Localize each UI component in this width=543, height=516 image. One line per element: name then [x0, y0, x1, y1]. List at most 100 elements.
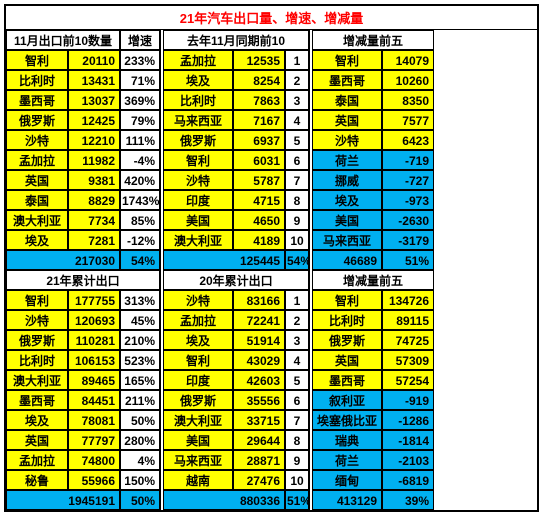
cell: 英国 [6, 170, 68, 190]
cell: -4% [120, 150, 160, 170]
cell: 71% [120, 70, 160, 90]
cell: 111% [120, 130, 160, 150]
cell: 叙利亚 [312, 390, 382, 410]
cell: -2630 [382, 210, 434, 230]
cell: 智利 [6, 50, 68, 70]
cell: 78081 [68, 410, 120, 430]
cell: 沙特 [312, 130, 382, 150]
cell: 美国 [312, 210, 382, 230]
cell: 72241 [233, 310, 285, 330]
cell: 83166 [233, 290, 285, 310]
cell: 51% [285, 490, 309, 510]
cell: 33715 [233, 410, 285, 430]
cell: 57254 [382, 370, 434, 390]
cell: 39% [382, 490, 434, 510]
cell: 42603 [233, 370, 285, 390]
cell: 85% [120, 210, 160, 230]
cell: 马来西亚 [163, 450, 233, 470]
cell: 57309 [382, 350, 434, 370]
cell: 埃及 [163, 70, 233, 90]
cell: 埃及 [6, 410, 68, 430]
cell: 增减量前五 [312, 30, 434, 50]
cell: 智利 [312, 290, 382, 310]
cell: 俄罗斯 [312, 330, 382, 350]
cell: 5 [285, 130, 309, 150]
cell: 55966 [68, 470, 120, 490]
cell: 46689 [312, 250, 382, 270]
main-title: 21年汽车出口量、增速、增减量 [6, 6, 537, 30]
cell: 4715 [233, 190, 285, 210]
cell: 165% [120, 370, 160, 390]
cell: 5 [285, 370, 309, 390]
cell: -719 [382, 150, 434, 170]
cell: 比利时 [6, 70, 68, 90]
cell: 美国 [163, 430, 233, 450]
cell: 77797 [68, 430, 120, 450]
cell: 20110 [68, 50, 120, 70]
cell: 50% [120, 490, 160, 510]
cell: 比利时 [163, 90, 233, 110]
cell: 沙特 [163, 170, 233, 190]
cell: 74800 [68, 450, 120, 470]
cell: -6819 [382, 470, 434, 490]
cell: -727 [382, 170, 434, 190]
cell: 荷兰 [312, 150, 382, 170]
cell: -973 [382, 190, 434, 210]
cell: 4% [120, 450, 160, 470]
cell: 4650 [233, 210, 285, 230]
cell: 英国 [312, 110, 382, 130]
cell: 134726 [382, 290, 434, 310]
cell: 瑞典 [312, 430, 382, 450]
cell: 74725 [382, 330, 434, 350]
table-container: 21年汽车出口量、增速、增减量 11月出口前10数量增速去年11月同期前10增减… [4, 4, 539, 512]
cell: 79% [120, 110, 160, 130]
cell: 10 [285, 470, 309, 490]
cell: 12210 [68, 130, 120, 150]
cell: 智利 [312, 50, 382, 70]
cell: 51% [382, 250, 434, 270]
cell: 4189 [233, 230, 285, 250]
cell: 4 [285, 350, 309, 370]
cell: 523% [120, 350, 160, 370]
cell: 沙特 [6, 310, 68, 330]
cell: 俄罗斯 [6, 330, 68, 350]
cell: 51914 [233, 330, 285, 350]
cell: -12% [120, 230, 160, 250]
cell: 2 [285, 70, 309, 90]
cell: 12535 [233, 50, 285, 70]
cell: 84451 [68, 390, 120, 410]
cell: 13037 [68, 90, 120, 110]
cell: 20年累计出口 [163, 270, 309, 290]
cell: 177755 [68, 290, 120, 310]
cell: 俄罗斯 [163, 130, 233, 150]
cell: 9 [285, 450, 309, 470]
cell: 越南 [163, 470, 233, 490]
cell: 1743% [120, 190, 160, 210]
cell: 7577 [382, 110, 434, 130]
cell: 埃及 [312, 190, 382, 210]
cell: 54% [120, 250, 160, 270]
cell: 沙特 [6, 130, 68, 150]
cell: 89465 [68, 370, 120, 390]
cell: 8 [285, 430, 309, 450]
cell: 9 [285, 210, 309, 230]
cell: 10260 [382, 70, 434, 90]
cell: 增速 [120, 30, 160, 50]
cell: 6937 [233, 130, 285, 150]
cell: 43029 [233, 350, 285, 370]
cell: 7734 [68, 210, 120, 230]
cell: 14079 [382, 50, 434, 70]
cell: 10 [285, 230, 309, 250]
cell: -1814 [382, 430, 434, 450]
cell: 泰国 [6, 190, 68, 210]
cell: 89115 [382, 310, 434, 330]
cell: 3 [285, 90, 309, 110]
cell: 埃及 [163, 330, 233, 350]
cell: 缅甸 [312, 470, 382, 490]
cell: 210% [120, 330, 160, 350]
cell: 4 [285, 110, 309, 130]
cell: 印度 [163, 370, 233, 390]
cell: 墨西哥 [6, 90, 68, 110]
cell: 29644 [233, 430, 285, 450]
cell: 去年11月同期前10 [163, 30, 309, 50]
